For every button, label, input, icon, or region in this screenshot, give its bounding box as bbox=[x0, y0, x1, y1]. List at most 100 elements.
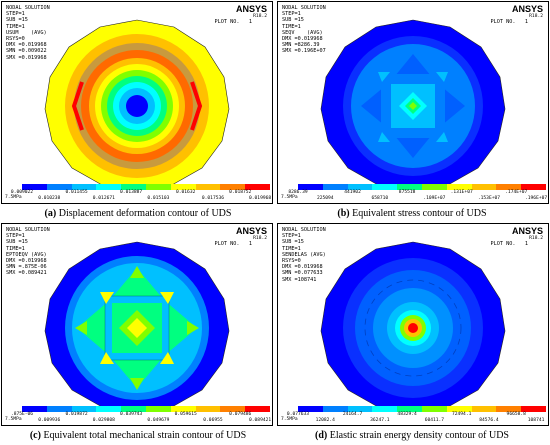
legend-swatch bbox=[421, 184, 447, 190]
legend-tick: 0.010238 bbox=[38, 196, 61, 201]
legend-swatch bbox=[471, 406, 497, 412]
units-label: 7.5MPa bbox=[5, 417, 22, 422]
legend-tick: 0.012671 bbox=[92, 196, 115, 201]
legend-swatch bbox=[446, 184, 472, 190]
legend-tick: .109E+07 bbox=[423, 196, 446, 201]
color-legend bbox=[298, 184, 546, 190]
displacement-contour-plot bbox=[44, 19, 230, 191]
legend-swatch bbox=[220, 184, 246, 190]
legend-swatch bbox=[347, 184, 373, 190]
legend-swatch bbox=[397, 184, 422, 190]
legend-tick: 48329.4 bbox=[397, 412, 417, 417]
legend-swatch bbox=[347, 406, 373, 412]
legend-tick: 225094 bbox=[316, 196, 334, 201]
legend-tick: 0.009936 bbox=[38, 418, 61, 423]
panel-equivalent-strain: NODAL SOLUTION STEP=1 SUB =15 TIME=1 EPT… bbox=[1, 223, 273, 426]
legend-ticks: 0.077633 24164.7 48329.4 72494.1 96658.8… bbox=[287, 412, 546, 424]
release-label: R18.2 bbox=[529, 236, 543, 241]
caption-label: (a) bbox=[44, 208, 57, 219]
ansys-logo: ANSYS bbox=[511, 226, 543, 236]
caption-c: (c) Equivalent total mechanical strain c… bbox=[0, 430, 276, 441]
solution-info: NODAL SOLUTION STEP=1 SUB =15 TIME=1 EPT… bbox=[6, 227, 50, 277]
panel-strain-energy-density: NODAL SOLUTION STEP=1 SUB =15 TIME=1 SEN… bbox=[277, 223, 549, 426]
legend-swatch bbox=[245, 184, 270, 190]
legend-swatch bbox=[121, 406, 146, 412]
legend-tick: 96658.8 bbox=[506, 412, 526, 417]
legend-swatch bbox=[521, 184, 546, 190]
legend-tick: 0.013887 bbox=[120, 190, 143, 195]
legend-ticks: 8286.39 441902 875518 .131E+07 .174E+07 … bbox=[288, 190, 548, 202]
color-legend bbox=[298, 406, 546, 412]
legend-swatch bbox=[46, 184, 72, 190]
caption-label: (c) bbox=[29, 430, 41, 441]
legend-tick: 0.011455 bbox=[65, 190, 88, 195]
color-legend bbox=[22, 184, 270, 190]
legend-swatch bbox=[298, 406, 323, 412]
caption-label: (d) bbox=[315, 430, 328, 441]
legend-tick: 0.039743 bbox=[120, 412, 143, 417]
release-label: R18.2 bbox=[529, 14, 543, 19]
legend-swatch bbox=[22, 406, 47, 412]
legend-ticks: .875E-06 0.019872 0.039743 0.059615 0.07… bbox=[11, 412, 272, 424]
legend-swatch bbox=[195, 406, 221, 412]
legend-swatch bbox=[195, 184, 221, 190]
units-label: 7.5MPa bbox=[281, 417, 298, 422]
equivalent-strain-contour-plot bbox=[44, 241, 230, 413]
caption-text: Elastic strain energy density contour of… bbox=[327, 430, 509, 441]
plot-number: PLOT NO. 1 bbox=[214, 241, 252, 247]
legend-tick: 36247.1 bbox=[370, 418, 390, 423]
legend-tick: 84576.4 bbox=[479, 418, 499, 423]
legend-tick: 0.079486 bbox=[229, 412, 252, 417]
plot-number: PLOT NO. 1 bbox=[490, 19, 528, 25]
legend-tick: 0.01632 bbox=[175, 190, 196, 195]
legend-tick: 0.019968 bbox=[249, 196, 272, 201]
legend-swatch bbox=[372, 406, 398, 412]
legend-tick: 0.015103 bbox=[147, 196, 170, 201]
legend-swatch bbox=[96, 406, 122, 412]
legend-tick: 108741 bbox=[527, 418, 545, 423]
legend-swatch bbox=[170, 184, 196, 190]
legend-tick: .174E+07 bbox=[505, 190, 528, 195]
caption-label: (b) bbox=[337, 208, 350, 219]
legend-swatch bbox=[71, 184, 97, 190]
legend-tick: .875E-06 bbox=[10, 412, 34, 417]
ansys-logo: ANSYS bbox=[235, 4, 267, 14]
legend-tick: 441902 bbox=[344, 190, 361, 195]
legend-swatch bbox=[170, 406, 196, 412]
legend-ticks: 0.009022 0.011455 0.013887 0.01632 0.018… bbox=[11, 190, 272, 202]
plot-number: PLOT NO. 1 bbox=[490, 241, 528, 247]
legend-tick: .153E+07 bbox=[477, 196, 501, 201]
legend-tick: 0.089421 bbox=[249, 418, 272, 423]
legend-tick: 8286.39 bbox=[288, 190, 308, 195]
caption-b: (b) Equivalent stress contour of UDS bbox=[274, 208, 550, 219]
release-label: R18.2 bbox=[253, 14, 267, 19]
legend-tick: 0.049679 bbox=[147, 418, 170, 423]
legend-swatch bbox=[46, 406, 72, 412]
legend-tick: 12082.4 bbox=[315, 418, 335, 423]
legend-swatch bbox=[298, 184, 323, 190]
legend-swatch bbox=[446, 406, 472, 412]
units-label: 7.5MPa bbox=[281, 195, 298, 200]
legend-tick: .196E+07 bbox=[525, 196, 548, 201]
solution-info: NODAL SOLUTION STEP=1 SUB =15 TIME=1 SEQ… bbox=[282, 5, 326, 55]
legend-swatch bbox=[496, 406, 522, 412]
caption-text: Equivalent stress contour of UDS bbox=[349, 208, 487, 219]
legend-swatch bbox=[96, 184, 122, 190]
strain-energy-contour-plot bbox=[320, 241, 506, 413]
caption-a: (a) Displacement deformation contour of … bbox=[0, 208, 276, 219]
legend-swatch bbox=[22, 184, 47, 190]
legend-swatch bbox=[471, 184, 497, 190]
legend-tick: 0.059615 bbox=[174, 412, 197, 417]
legend-swatch bbox=[121, 184, 146, 190]
caption-d: (d) Elastic strain energy density contou… bbox=[274, 430, 550, 441]
legend-swatch bbox=[145, 406, 171, 412]
legend-tick: 72494.1 bbox=[451, 412, 472, 417]
legend-tick: 0.06955 bbox=[203, 418, 223, 423]
legend-tick: .131E+07 bbox=[450, 190, 473, 195]
legend-swatch bbox=[496, 184, 522, 190]
legend-tick: 0.018752 bbox=[229, 190, 252, 195]
legend-tick: 60411.7 bbox=[424, 418, 445, 423]
legend-tick: 24164.7 bbox=[342, 412, 363, 417]
ansys-logo: ANSYS bbox=[235, 226, 267, 236]
equivalent-stress-contour-plot bbox=[320, 19, 506, 191]
